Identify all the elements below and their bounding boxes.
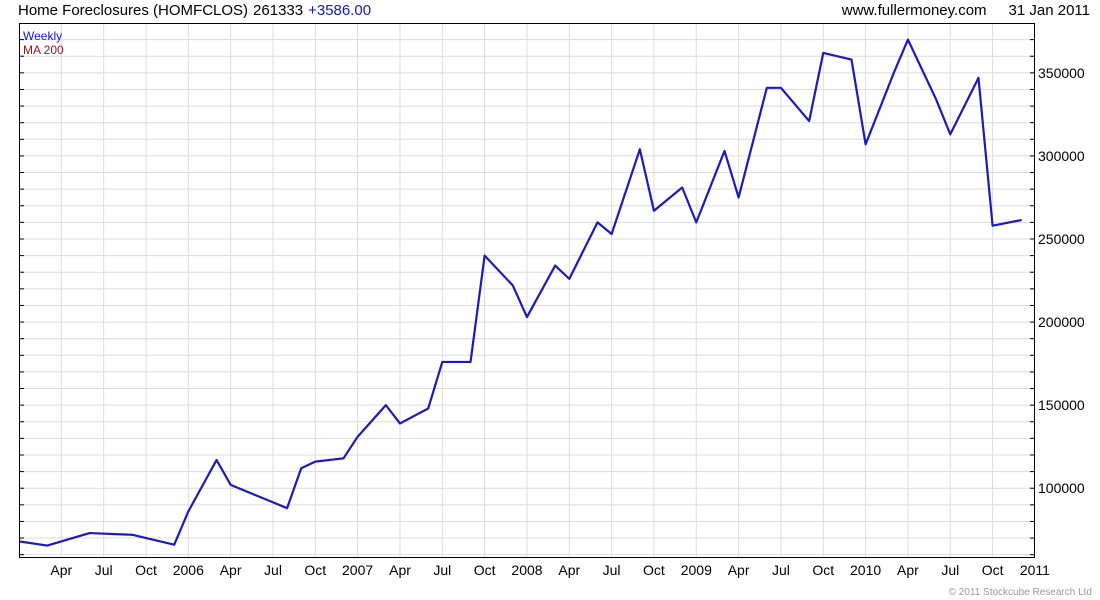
legend-item-ma200: MA 200 <box>23 43 64 57</box>
y-axis-tick-label: 150000 <box>1038 397 1085 414</box>
x-axis-tick-label: Apr <box>896 562 919 578</box>
y-axis-tick-label: 250000 <box>1038 231 1085 247</box>
y-axis-tick-label: 300000 <box>1038 147 1085 164</box>
last-value: 261333 <box>253 2 304 19</box>
y-axis-tick-label: 350000 <box>1038 64 1085 81</box>
price-line-series <box>19 38 1022 547</box>
x-axis-tick-label: Jul <box>94 562 113 578</box>
x-axis-tick-label: Oct <box>473 562 496 578</box>
x-axis-tick-label: Apr <box>219 562 242 578</box>
x-axis-tick-label: Jul <box>602 562 621 578</box>
x-axis-tick-label: Oct <box>981 562 1004 578</box>
x-axis-tick-label: 2006 <box>172 562 204 578</box>
change-value: +3586.00 <box>308 2 372 19</box>
x-axis-tick-label: Oct <box>812 562 835 578</box>
y-axis-tick-label: 200000 <box>1038 314 1085 331</box>
x-axis-tick-label: Oct <box>304 562 327 578</box>
x-axis-tick-label: Apr <box>558 562 581 578</box>
page-title: Home Foreclosures (HOMFCLOS) <box>18 2 249 19</box>
chart-gridlines <box>19 23 1035 558</box>
header-title-group: Home Foreclosures (HOMFCLOS) 261333 +358… <box>18 2 376 20</box>
x-axis-tick-label: Jul <box>771 562 790 578</box>
y-axis-labels: 100000 150000 200000 250000 300000 350000 <box>1038 23 1100 558</box>
header-meta-group: www.fullermoney.com 31 Jan 2011 <box>820 2 1090 20</box>
plot-area <box>19 23 1035 558</box>
legend-item-weekly: Weekly <box>23 29 63 43</box>
x-axis-tick-label: Jul <box>264 562 282 578</box>
x-axis-tick-label: Jul <box>941 562 960 578</box>
x-axis-tick-label: 2009 <box>680 562 712 578</box>
x-axis-tick-label: 2007 <box>342 562 374 578</box>
x-axis-tick-label: 2008 <box>511 562 543 578</box>
x-axis-tick-label: 2011 <box>1019 562 1050 578</box>
x-axis-labels: Apr Jul Oct 2006 Apr Jul Oct 2007 Apr Jul Oct 2008 A… <box>0 562 1100 582</box>
x-axis-tick-label: 2010 <box>850 562 882 578</box>
x-axis-tick-label: Oct <box>135 562 157 578</box>
chart-date: 31 Jan 2011 <box>1008 2 1090 19</box>
source-website: www.fullermoney.com <box>841 2 987 19</box>
copyright-notice: © 2011 Stockcube Research Ltd <box>948 587 1092 598</box>
y-axis-tick-label: 100000 <box>1038 480 1085 497</box>
x-axis-tick-label: Apr <box>389 562 411 578</box>
chart-legend: Weekly MA 200 <box>23 29 64 57</box>
x-axis-tick-label: Jul <box>433 562 452 578</box>
x-axis-tick-label: Apr <box>50 562 73 578</box>
chart-header: Home Foreclosures (HOMFCLOS) 261333 +358… <box>0 0 1100 22</box>
x-axis-tick-label: Oct <box>643 562 665 578</box>
x-axis-tick-label: Apr <box>727 562 750 578</box>
